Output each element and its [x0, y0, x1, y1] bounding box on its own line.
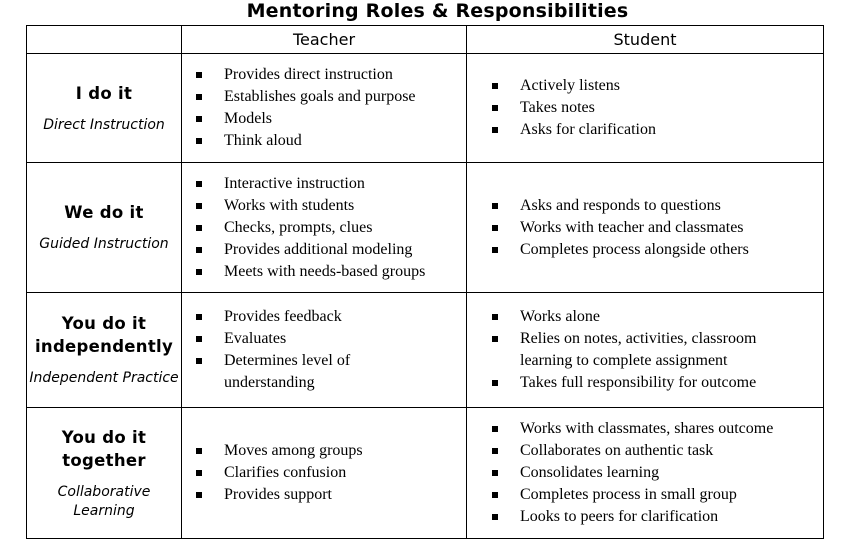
list-item: Clarifies confusion: [196, 462, 466, 484]
instruction-mode: Direct Instruction: [43, 116, 165, 133]
student-list: Asks and responds to questions Works wit…: [467, 195, 823, 261]
teacher-cell: Provides feedback Evaluates Determines l…: [181, 292, 467, 408]
teacher-list: Provides feedback Evaluates Determines l…: [182, 306, 466, 394]
list-item: Asks and responds to questions: [492, 195, 823, 217]
instruction-mode: Collaborative Learning: [57, 483, 151, 519]
list-item: Checks, prompts, clues: [196, 217, 466, 239]
student-list: Works alone Relies on notes, activities,…: [467, 306, 823, 394]
list-item: Establishes goals and purpose: [196, 86, 466, 108]
list-item: Provides direct instruction: [196, 64, 466, 86]
list-item: Provides additional modeling: [196, 239, 466, 261]
list-item: Collaborates on authentic task: [492, 440, 823, 462]
list-item: Looks to peers for clarification: [492, 506, 823, 528]
student-cell: Asks and responds to questions Works wit…: [466, 162, 824, 293]
student-cell: Actively listens Takes notes Asks for cl…: [466, 53, 824, 163]
list-item: Relies on notes, activities, classroom l…: [492, 328, 790, 372]
role-cell: You do it together Collaborative Learnin…: [26, 407, 182, 539]
list-item: Evaluates: [196, 328, 466, 350]
list-item: Provides feedback: [196, 306, 466, 328]
table-row: We do it Guided Instruction Interactive …: [26, 162, 824, 293]
list-item: Takes notes: [492, 97, 823, 119]
list-item: Works with teacher and classmates: [492, 217, 823, 239]
role-name: I do it: [75, 83, 133, 103]
list-item: Interactive instruction: [196, 173, 466, 195]
role-cell: We do it Guided Instruction: [26, 162, 182, 293]
student-list: Actively listens Takes notes Asks for cl…: [467, 75, 823, 141]
teacher-list: Interactive instruction Works with stude…: [182, 173, 466, 283]
list-item: Works with students: [196, 195, 466, 217]
list-item: Works alone: [492, 306, 823, 328]
header-role: [26, 25, 182, 54]
student-list: Works with classmates, shares outcome Co…: [467, 418, 823, 528]
table-row: You do it together Collaborative Learnin…: [26, 407, 824, 539]
list-item: Provides support: [196, 484, 466, 506]
teacher-cell: Provides direct instruction Establishes …: [181, 53, 467, 163]
list-item: Consolidates learning: [492, 462, 823, 484]
list-item: Asks for clarification: [492, 119, 823, 141]
role-name: You do it together: [61, 427, 147, 470]
role-cell: You do it independently Independent Prac…: [26, 292, 182, 408]
list-item: Works with classmates, shares outcome: [492, 418, 823, 440]
document-title: Mentoring Roles & Responsibilities: [246, 0, 629, 22]
list-item: Completes process in small group: [492, 484, 823, 506]
role-name: You do it independently: [34, 314, 174, 356]
header-teacher: Teacher: [181, 25, 467, 54]
list-item: Meets with needs-based groups: [196, 261, 466, 283]
role-name: We do it: [64, 203, 144, 222]
list-item: Takes full responsibility for outcome: [492, 372, 823, 394]
teacher-list: Moves among groups Clarifies confusion P…: [182, 440, 466, 506]
teacher-cell: Interactive instruction Works with stude…: [181, 162, 467, 293]
teacher-list: Provides direct instruction Establishes …: [182, 64, 466, 152]
instruction-mode: Independent Practice: [29, 370, 179, 386]
table-row: You do it independently Independent Prac…: [26, 292, 824, 408]
student-cell: Works alone Relies on notes, activities,…: [466, 292, 824, 408]
table-header-row: Teacher Student: [26, 25, 824, 54]
table-row: I do it Direct Instruction Provides dire…: [26, 53, 824, 163]
list-item: Models: [196, 108, 466, 130]
teacher-cell: Moves among groups Clarifies confusion P…: [181, 407, 467, 539]
list-item: Moves among groups: [196, 440, 466, 462]
list-item: Actively listens: [492, 75, 823, 97]
student-cell: Works with classmates, shares outcome Co…: [466, 407, 824, 539]
list-item: Completes process alongside others: [492, 239, 823, 261]
role-cell: I do it Direct Instruction: [26, 53, 182, 163]
list-item: Determines level of understanding: [196, 350, 394, 394]
mentoring-roles-table: Teacher Student I do it Direct Instructi…: [26, 25, 824, 539]
list-item: Think aloud: [196, 130, 466, 152]
instruction-mode: Guided Instruction: [39, 236, 169, 252]
header-student: Student: [466, 25, 824, 54]
